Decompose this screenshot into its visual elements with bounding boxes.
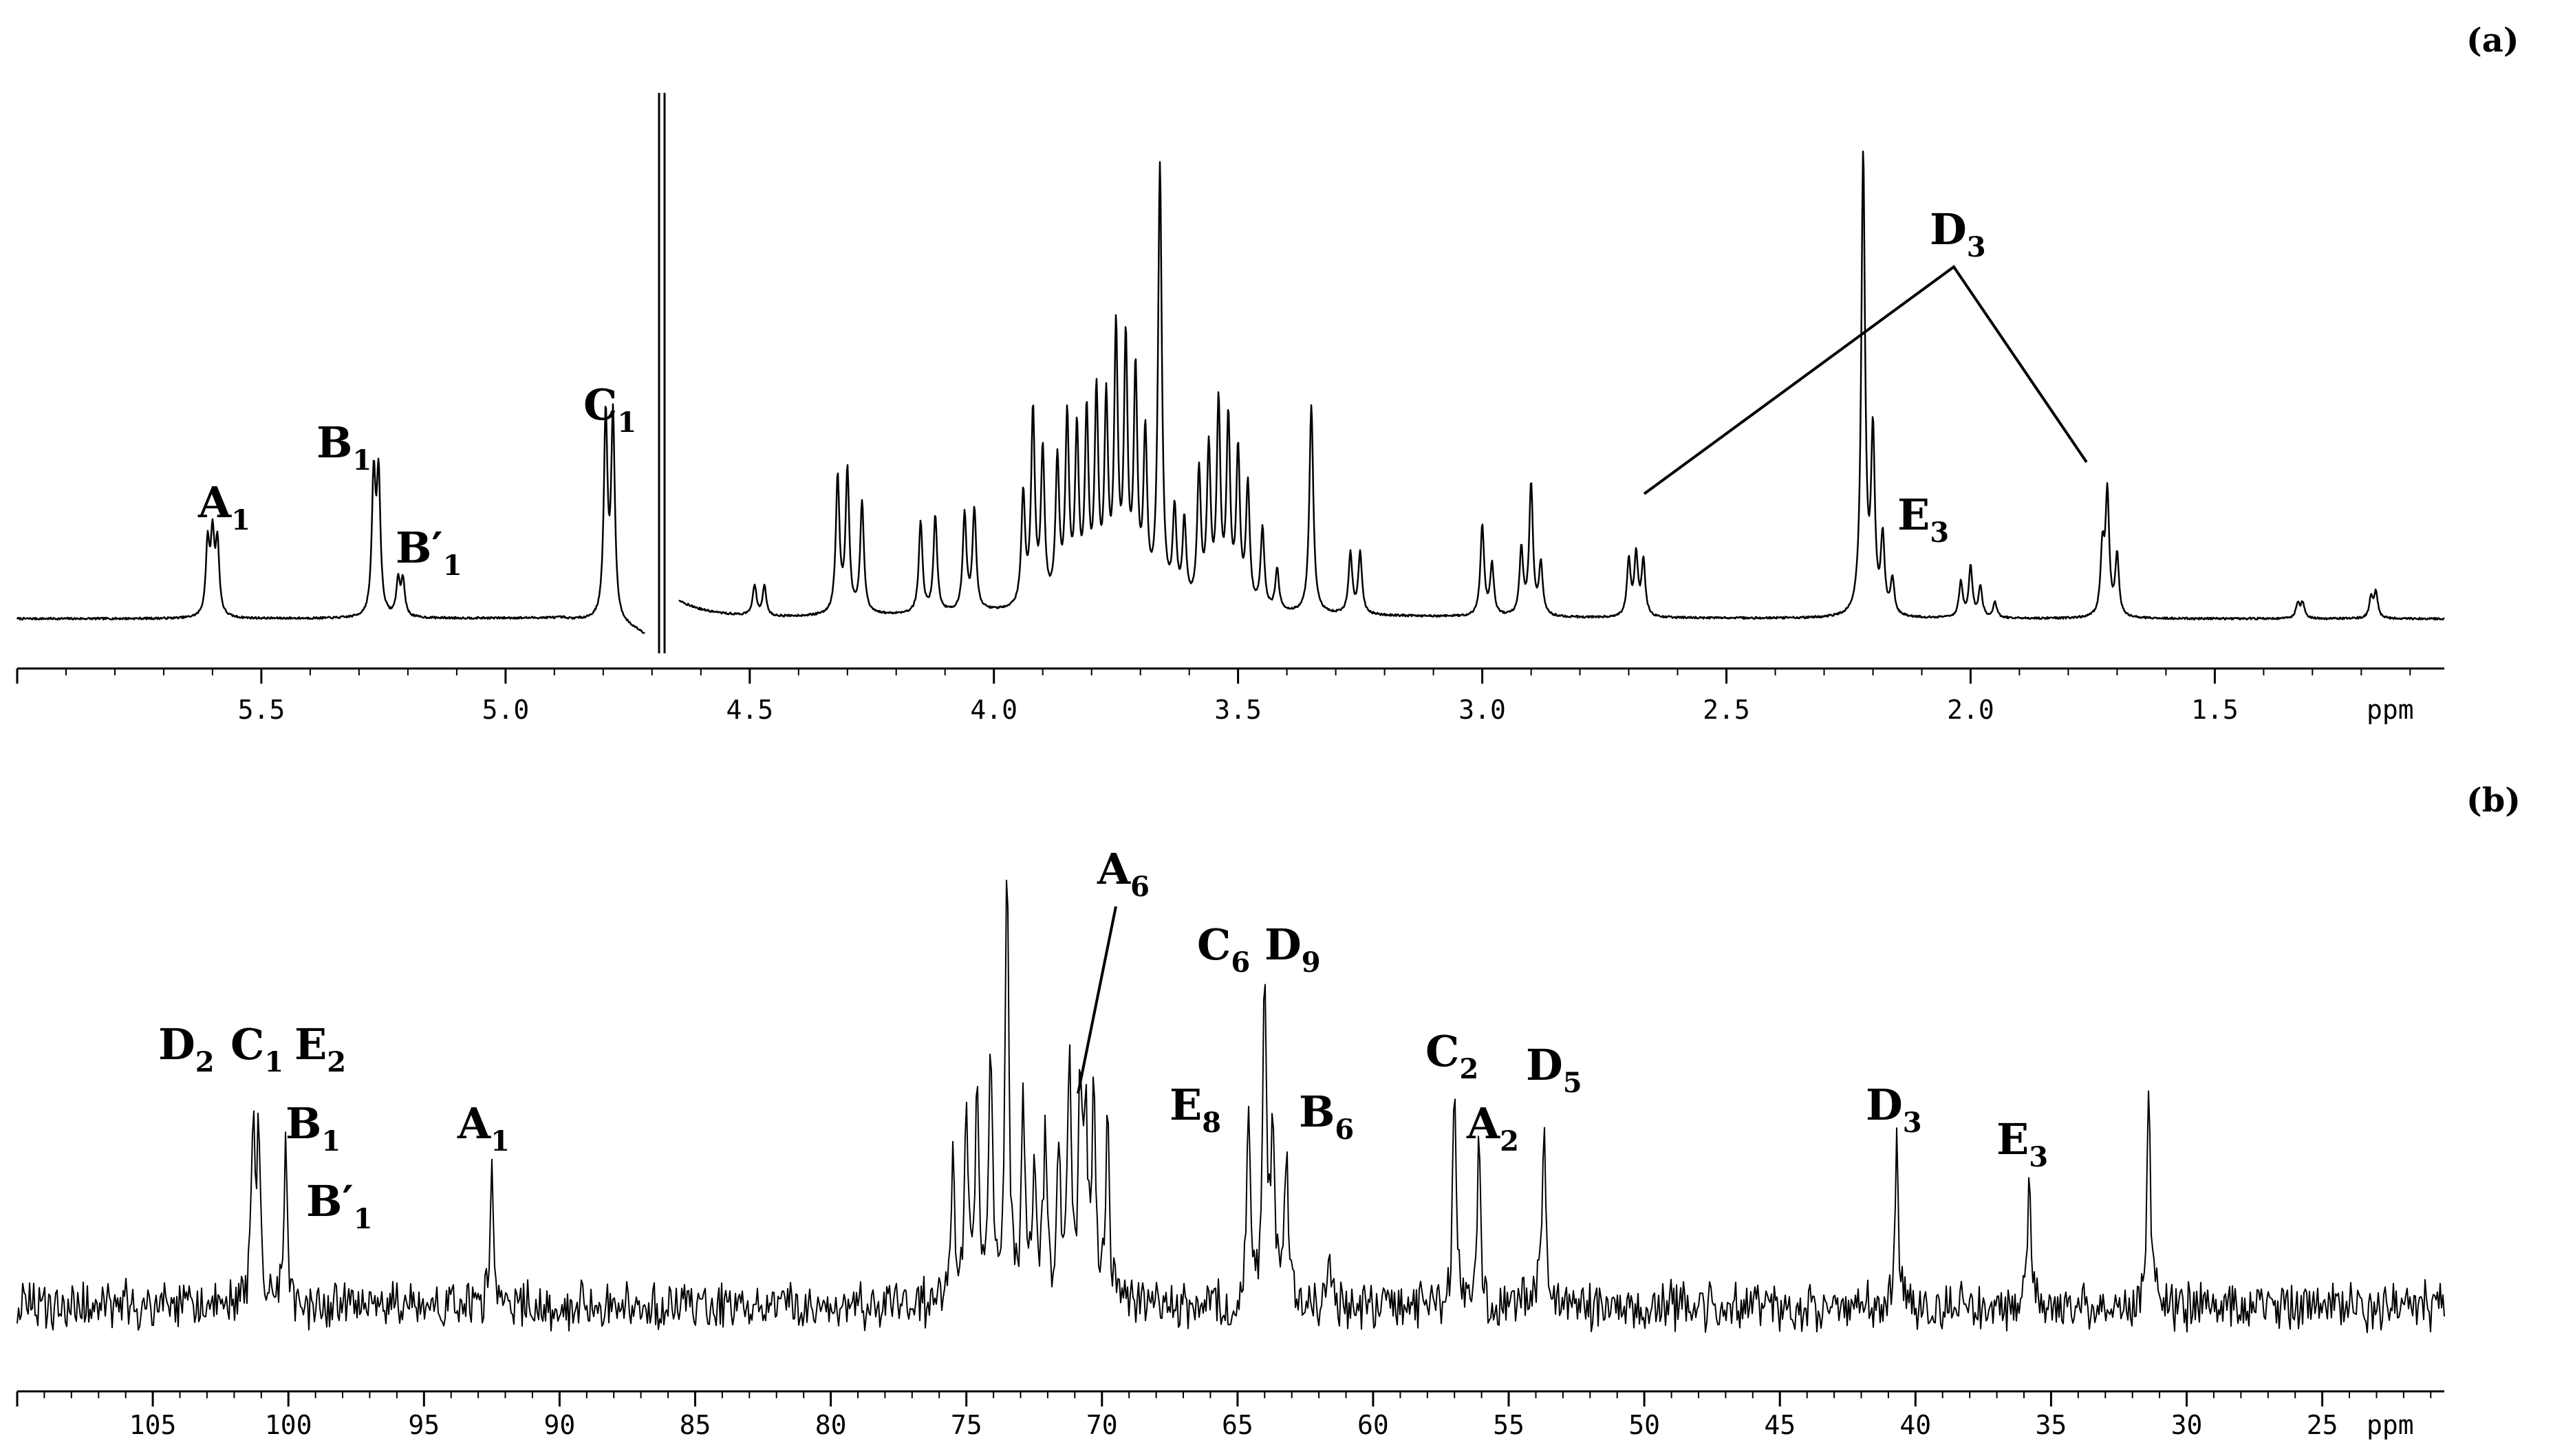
- label-b6: B6: [1299, 1087, 1354, 1146]
- label-a1-carbon: A1: [457, 1098, 510, 1158]
- tick-label-b: 100: [265, 1410, 312, 1440]
- label-c6: C6: [1197, 920, 1250, 979]
- label-e3-carbon: E3: [1996, 1114, 2048, 1173]
- label-d2: D2: [158, 1019, 215, 1078]
- x-axis-ticks-a: 5.5 5.0 4.5 4.0 3.5 3.0 2.5 2.0 1.5: [16, 669, 2411, 725]
- tick-label-b: 55: [1493, 1410, 1525, 1440]
- tick-label-b: 95: [408, 1410, 440, 1440]
- tick-label-a: 2.0: [1947, 695, 1994, 725]
- tick-label-a: 5.0: [482, 695, 530, 725]
- label-c1: C1: [583, 380, 636, 439]
- tick-label-b: 85: [680, 1410, 711, 1440]
- tick-label-b: 30: [2171, 1410, 2203, 1440]
- tick-label-b: 50: [1628, 1410, 1660, 1440]
- label-b1-carbon: B1: [286, 1098, 341, 1158]
- label-a2: A2: [1466, 1098, 1519, 1158]
- proton-nmr-panel: (a) 5.5 5.0 4.5 4.0 3.5 3.0 2.5 2.0 1.5 ppm A1 B…: [16, 21, 2519, 725]
- d3-bracket-line: [1643, 265, 2088, 495]
- label-d9: D9: [1264, 920, 1321, 979]
- label-b1: B1: [316, 417, 371, 477]
- tick-label-b: 105: [129, 1410, 177, 1440]
- tick-label-a: 4.5: [726, 695, 773, 725]
- label-bprime1: B′1: [396, 523, 462, 582]
- carbon-spectrum-trace: [17, 880, 2445, 1334]
- tick-label-a: 4.0: [970, 695, 1017, 725]
- tick-label-b: 25: [2307, 1410, 2338, 1440]
- tick-label-b: 75: [951, 1410, 982, 1440]
- label-a6: A6: [1097, 844, 1150, 903]
- label-bprime1-carbon: B′1: [306, 1176, 373, 1235]
- label-e2: E2: [294, 1019, 346, 1078]
- x-axis-unit-b: ppm: [2367, 1410, 2414, 1440]
- tick-label-a: 1.5: [2191, 695, 2239, 725]
- carbon-nmr-panel: (b) 105 100 95 90 85 80 75 70 65 60 55 50 45 40 35 30 25…: [16, 781, 2521, 1440]
- label-d3-carbon: D3: [1866, 1080, 1922, 1139]
- panel-b-label: (b): [2466, 781, 2521, 820]
- label-e8: E8: [1170, 1080, 1221, 1139]
- label-d3: D3: [1930, 204, 1986, 263]
- tick-label-b: 65: [1222, 1410, 1253, 1440]
- x-axis-ticks-b: 105 100 95 90 85 80 75 70 65 60 55 50 45 40 35 30 25: [16, 1391, 2432, 1440]
- tick-label-b: 70: [1086, 1410, 1118, 1440]
- a6-leader-line: [1077, 906, 1117, 1094]
- tick-label-b: 90: [544, 1410, 576, 1440]
- tick-label-b: 35: [2036, 1410, 2067, 1440]
- tick-label-a: 3.0: [1458, 695, 1506, 725]
- tick-label-b: 45: [1764, 1410, 1796, 1440]
- tick-label-a: 2.5: [1703, 695, 1750, 725]
- panel-a-label: (a): [2466, 21, 2519, 60]
- x-axis-unit-a: ppm: [2367, 695, 2414, 725]
- label-d5: D5: [1526, 1040, 1582, 1099]
- tick-label-a: 3.5: [1214, 695, 1262, 725]
- label-a1: A1: [197, 477, 250, 536]
- label-c2: C2: [1425, 1026, 1478, 1085]
- label-c1-carbon: C1: [230, 1019, 283, 1078]
- label-e3: E3: [1897, 490, 1949, 549]
- proton-spectrum-trace: [16, 150, 2445, 634]
- tick-label-a: 5.5: [238, 695, 286, 725]
- tick-label-b: 40: [1899, 1410, 1931, 1440]
- tick-label-b: 80: [815, 1410, 847, 1440]
- solvent-peak: [658, 93, 666, 653]
- tick-label-b: 60: [1357, 1410, 1389, 1440]
